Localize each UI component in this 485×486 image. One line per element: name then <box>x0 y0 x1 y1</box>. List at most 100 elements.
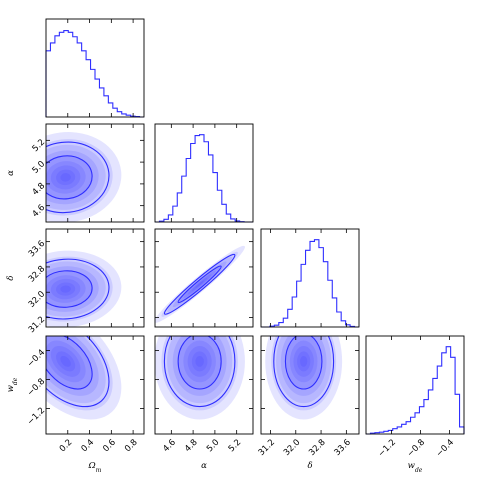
density-level <box>46 132 122 222</box>
density-level <box>46 161 86 194</box>
density-level <box>187 274 212 295</box>
density-level <box>191 351 208 372</box>
density-level <box>46 150 99 205</box>
contour-line <box>46 155 93 200</box>
x-tick-label: 5.2 <box>227 438 244 455</box>
density-level <box>46 256 113 322</box>
histogram-steps <box>155 134 253 223</box>
panel-Om-delta <box>46 250 122 327</box>
histogram-steps <box>261 239 359 328</box>
y-tick-label: 31.2 <box>27 315 47 335</box>
panel-frame <box>45 18 145 118</box>
y-tick-label: 32.8 <box>27 264 47 284</box>
frame-2-2 <box>260 228 360 328</box>
density-level <box>50 278 81 300</box>
panel-frame <box>260 335 360 435</box>
frame-3-2 <box>260 335 360 435</box>
x-axis-label: δ <box>307 461 312 471</box>
panel-Om-wde <box>46 336 122 420</box>
panel-delta-wde <box>265 336 343 420</box>
density-level <box>50 165 81 190</box>
y-tick-label: 5.2 <box>31 137 48 154</box>
density-level <box>172 261 227 308</box>
y-tick-label: 4.6 <box>31 203 48 220</box>
density-level <box>46 336 99 396</box>
y-tick-label: 5.0 <box>31 159 48 176</box>
contour-line <box>46 270 93 308</box>
density-level <box>195 280 204 288</box>
y-axis-label: δ <box>6 275 16 280</box>
density-level <box>60 355 71 367</box>
density-level <box>46 156 92 199</box>
x-tick-label: 32.0 <box>282 438 302 458</box>
density-level <box>191 277 208 291</box>
density-level <box>265 336 343 420</box>
density-level <box>56 169 76 186</box>
contour-line <box>273 336 335 408</box>
frame-1-0 <box>45 123 145 223</box>
density-level <box>187 345 212 377</box>
density-level <box>300 355 308 367</box>
x-axis-label-sub: de <box>415 467 423 474</box>
x-tick-label: 4.6 <box>161 438 178 455</box>
density-level <box>46 144 106 210</box>
density-level <box>60 285 71 293</box>
density-level <box>297 351 311 372</box>
panel-frame <box>45 228 145 328</box>
x-axis-label: wde <box>408 461 423 474</box>
density-level <box>56 351 76 372</box>
density-level <box>285 336 322 389</box>
y-tick-label: 33.6 <box>27 239 47 259</box>
panel-frame <box>45 335 145 435</box>
density-level <box>46 336 122 420</box>
contour-line <box>177 336 222 390</box>
density-level <box>155 336 245 420</box>
density-level <box>178 336 221 389</box>
y-axis-label: wde <box>6 377 19 392</box>
y-tick-label: −0.8 <box>26 377 48 399</box>
frame-3-0 <box>45 335 145 435</box>
density-level <box>271 336 337 411</box>
x-tick-label: 0.8 <box>123 438 140 455</box>
density-level <box>195 355 204 367</box>
y-tick-label: 4.8 <box>31 181 48 198</box>
density-level <box>161 251 238 317</box>
y-axis-label-sub: de <box>12 377 19 385</box>
density-level <box>276 336 332 404</box>
frame-2-1 <box>154 228 254 328</box>
density-level <box>280 336 327 396</box>
frame-3-3 <box>365 335 465 435</box>
x-tick-label: 31.2 <box>257 438 277 458</box>
frame-0-0 <box>45 18 145 118</box>
x-axis-label: Ωm <box>88 461 102 474</box>
density-level <box>172 336 227 396</box>
density-level <box>46 336 106 404</box>
contour-line <box>177 265 222 304</box>
contour-line <box>46 258 110 320</box>
panel-frame <box>154 335 254 435</box>
x-tick-label: 5.0 <box>205 438 222 455</box>
x-tick-label: 0.4 <box>80 438 97 455</box>
density-level <box>60 173 71 182</box>
frame-1-1 <box>154 123 254 223</box>
contour-line <box>46 336 93 390</box>
density-level <box>46 275 86 303</box>
density-level <box>46 336 92 389</box>
contour-line <box>284 336 323 390</box>
panel-alpha-delta <box>155 245 245 323</box>
panel-frame <box>260 228 360 328</box>
density-level <box>46 266 99 312</box>
panel-frame <box>365 335 465 435</box>
panel-Om-alpha <box>46 132 122 222</box>
histogram-steps <box>45 30 144 118</box>
histogram-Om <box>45 30 144 118</box>
x-tick-label: 32.8 <box>307 438 327 458</box>
x-tick-label: 4.8 <box>183 438 200 455</box>
density-level <box>167 336 233 404</box>
x-axis-label-sub: m <box>96 467 102 474</box>
density-level <box>155 245 245 323</box>
y-axis-label: α <box>6 170 16 176</box>
density-level <box>46 336 113 411</box>
panel-frame <box>45 123 145 223</box>
